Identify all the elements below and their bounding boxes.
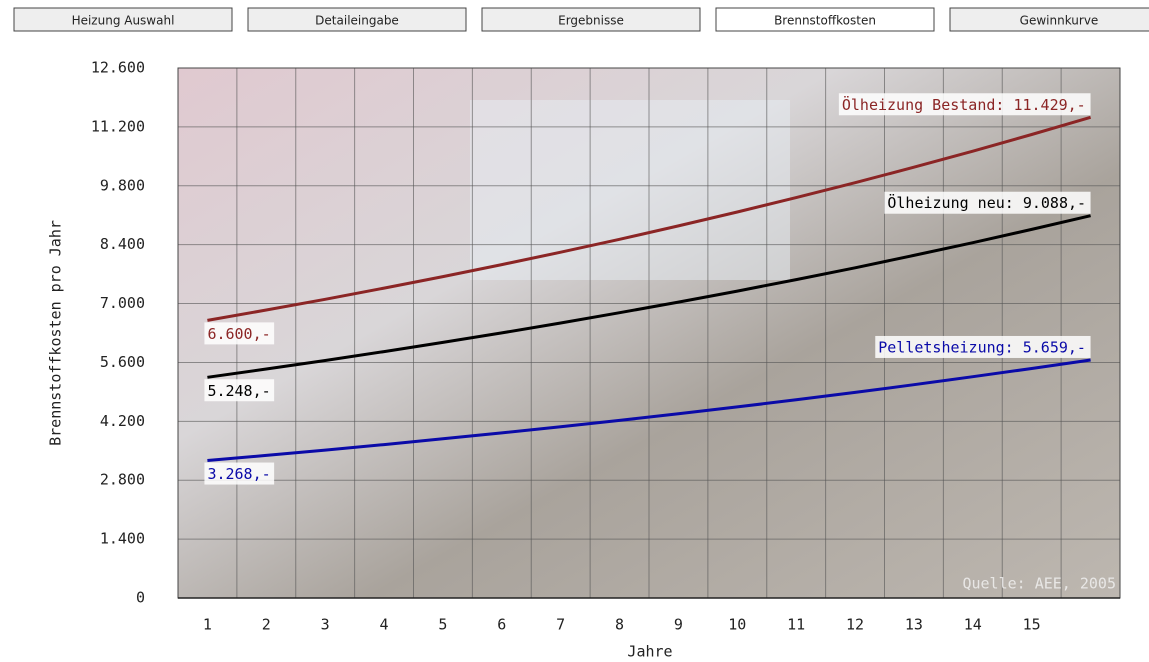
tab[interactable] <box>247 7 467 32</box>
x-axis-label: Jahre <box>627 643 672 661</box>
x-tick-label: 4 <box>380 616 389 634</box>
value-label-box <box>204 379 275 402</box>
x-tick-label: 8 <box>615 616 624 634</box>
tab-label[interactable]: Brennstoffkosten <box>774 14 876 28</box>
x-tick-label: 1 <box>203 616 212 634</box>
x-tick-label: 9 <box>674 616 683 634</box>
value-label: Ölheizung Bestand: 11.429,- <box>842 95 1086 114</box>
tab-label[interactable]: Ergebnisse <box>558 14 624 28</box>
x-tick-label: 10 <box>728 616 746 634</box>
tab-label[interactable]: Detaileingabe <box>315 14 399 28</box>
source: Quelle: AEE, 2005 <box>962 575 1116 593</box>
y-tick-label: 5.600 <box>100 353 145 371</box>
x-tick-label: 13 <box>905 616 923 634</box>
x-tick-label: 15 <box>1023 616 1041 634</box>
x-tick-label: 3 <box>321 616 330 634</box>
y-tick-label: 11.200 <box>91 117 145 135</box>
y-tick-label: 9.800 <box>100 176 145 194</box>
tab-label[interactable]: Gewinnkurve <box>1020 14 1099 28</box>
x-tick-label: 12 <box>846 616 864 634</box>
series-line <box>207 358 1091 462</box>
tab[interactable] <box>949 7 1149 32</box>
value-label-box <box>875 335 1091 358</box>
tab[interactable] <box>13 7 233 32</box>
value-label-box <box>204 462 275 485</box>
series-line <box>207 214 1091 379</box>
x-tick-label: 11 <box>787 616 805 634</box>
x-tick-label: 5 <box>438 616 447 634</box>
banknote <box>470 100 790 280</box>
value-label-box <box>204 322 275 345</box>
tab-label[interactable]: Heizung Auswahl <box>72 14 175 28</box>
x-tick-label: 6 <box>497 616 506 634</box>
value-label: 5.248,- <box>207 382 270 400</box>
tab[interactable] <box>481 7 701 32</box>
value-label: Ölheizung neu: 9.088,- <box>887 193 1086 212</box>
value-label: 3.268,- <box>207 465 270 483</box>
value-label: Pelletsheizung: 5.659,- <box>878 338 1086 356</box>
tab[interactable] <box>715 7 935 32</box>
y-tick-label: 7.000 <box>100 294 145 312</box>
y-tick-label: 0 <box>136 589 145 607</box>
x-tick-label: 7 <box>556 616 565 634</box>
y-tick-label: 2.800 <box>100 471 145 489</box>
x-tick-label: 2 <box>262 616 271 634</box>
value-label-box <box>884 191 1091 214</box>
y-axis-label: Brennstoffkosten pro Jahr <box>47 220 65 446</box>
x-tick-label: 14 <box>964 616 982 634</box>
y-tick-label: 8.400 <box>100 235 145 253</box>
series-line <box>207 115 1092 322</box>
value-label: 6.600,- <box>207 325 270 343</box>
y-tick-label: 12.600 <box>91 59 145 77</box>
y-tick-label: 1.400 <box>100 530 145 548</box>
y-tick-label: 4.200 <box>100 412 145 430</box>
value-label-box <box>838 93 1091 116</box>
